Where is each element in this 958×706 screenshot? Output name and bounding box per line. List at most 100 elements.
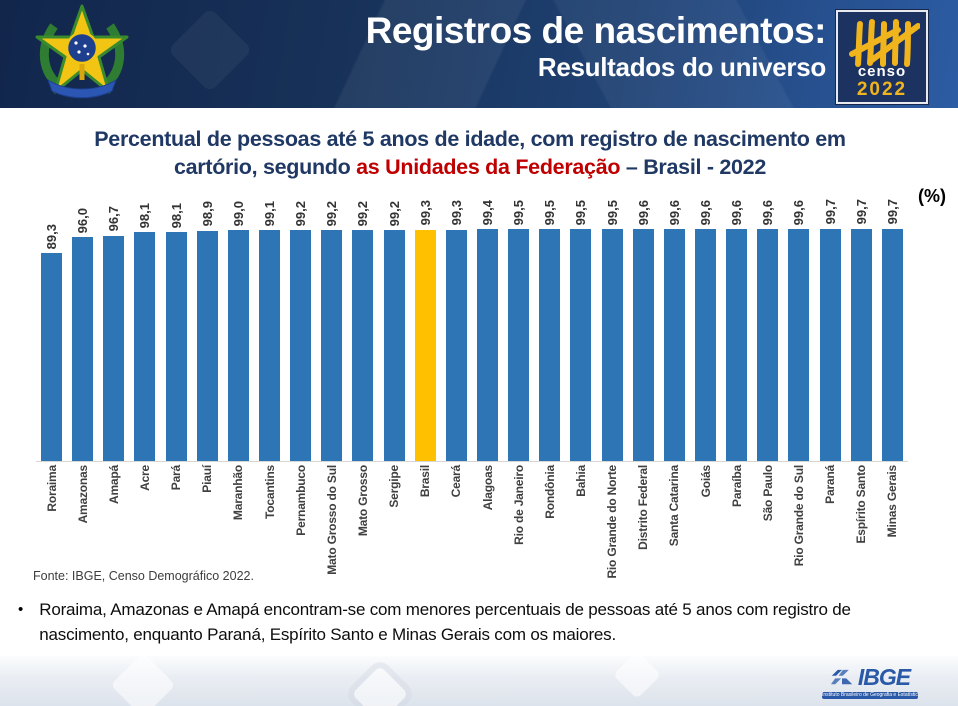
x-axis-label: Minas Gerais [885,465,900,538]
censo-logo-year: 2022 [856,79,908,100]
bar-value-label: 99,7 [822,199,838,225]
bar-column: 99,2 [347,196,378,461]
x-axis-label-cell: Piauí [192,465,223,571]
bar [663,228,685,461]
x-axis-label: Pernambuco [293,465,308,536]
bar-value-label: 99,6 [698,199,714,225]
bar-column: 99,7 [846,196,877,461]
bar-value-label: 99,7 [853,199,869,225]
x-axis-label-cell: Maranhão [223,465,254,571]
bar [290,229,312,461]
bar-column: 99,5 [597,196,628,461]
bar [850,228,872,461]
x-axis-label: Acre [137,465,152,491]
bar-column: 99,6 [690,196,721,461]
x-axis-label-cell: Paraná [815,465,846,571]
bar-column: 98,1 [161,196,192,461]
bar-value-label: 99,5 [573,199,589,226]
x-axis-label-cell: Tocantins [254,465,285,571]
bar-value-label: 99,3 [448,200,464,226]
unit-label: (%) [918,186,946,206]
brazil-coat-of-arms-icon [35,4,129,99]
page-subtitle: Resultados do universo [537,51,826,82]
bar-value-label: 99,2 [293,200,309,226]
x-axis-label: Sergipe [387,465,402,508]
ibge-logo: IBGE Instituto Brasileiro de Geografia e… [822,664,918,699]
bar [819,228,841,461]
bar [103,235,125,461]
header-banner: Registros de nascimentos: Resultados do … [0,0,958,108]
x-axis-label: Alagoas [480,465,495,511]
bar-value-label: 99,7 [884,199,900,225]
bar-column: 98,9 [192,196,223,461]
bar-column: 89,3 [36,196,67,461]
source-note: Fonte: IBGE, Censo Demográfico 2022. [33,569,254,583]
x-axis-label: São Paulo [760,465,775,522]
bar-value-label: 99,6 [729,199,745,225]
bar [196,230,218,461]
censo-logo-word: censo [857,63,907,81]
x-axis-label-cell: Amapá [98,465,129,571]
x-axis-label-cell: São Paulo [752,465,783,571]
bar-value-label: 99,5 [511,199,527,226]
x-axis-label-cell: Pará [161,465,192,571]
x-axis-label: Rio Grande do Norte [605,465,620,579]
bar-value-label: 96,7 [106,206,122,232]
x-axis-label: Amazonas [75,465,90,524]
bar-value-label: 99,1 [262,200,278,227]
bar [570,229,592,461]
chart-title-highlight: as Unidades da Federação [356,154,621,179]
bar-value-label: 99,0 [230,201,246,227]
bar-column: 99,1 [254,196,285,461]
x-axis-label-cell: Pernambuco [285,465,316,571]
x-axis-label-cell: Rio de Janeiro [503,465,534,571]
x-axis-label: Brasil [418,465,433,498]
x-axis-label: Paraná [823,465,838,504]
bar-value-label: 89,3 [44,223,60,249]
bar-column: 99,5 [503,196,534,461]
bar [788,228,810,461]
x-axis-label-cell: Bahia [565,465,596,571]
bar-column: 96,7 [98,196,129,461]
bar-column: 99,2 [379,196,410,461]
bullet-marker: • [18,601,24,618]
bar-value-label: 99,4 [480,200,496,226]
x-axis-label-cell: Acre [129,465,160,571]
bar-highlighted [414,229,436,461]
bar-column: 99,4 [472,196,503,461]
x-axis-label-cell: Rio Grande do Sul [783,465,814,571]
x-axis-label-cell: Distrito Federal [628,465,659,571]
x-axis-label: Mato Grosso do Sul [324,465,339,575]
bar [757,228,779,461]
x-axis-label: Amapá [106,465,121,505]
x-axis-label: Ceará [449,465,464,498]
x-axis-label-cell: Minas Gerais [877,465,908,571]
footer-band: IBGE Instituto Brasileiro de Geografia e… [0,656,958,706]
x-axis-label-cell: Goiás [690,465,721,571]
bar [259,230,281,461]
x-axis-label-cell: Ceará [441,465,472,571]
ibge-symbol-icon [830,669,853,685]
x-axis-label-cell: Alagoas [472,465,503,571]
bar-value-label: 99,5 [542,199,558,226]
bar [695,228,717,461]
chart-title: Percentual de pessoas até 5 anos de idad… [0,126,940,182]
x-axis-label-cell: Roraima [36,465,67,571]
bar [383,229,405,461]
x-axis-label: Tocantins [262,465,277,519]
bar-column: 99,3 [410,196,441,461]
bar-column: 99,3 [441,196,472,461]
bar-value-label: 98,1 [168,203,184,229]
bar-column: 98,1 [129,196,160,461]
bar [134,232,156,461]
footer-decor-shape [351,665,409,706]
bar-value-label: 99,6 [760,199,776,225]
bar-value-label: 99,6 [635,199,651,225]
x-axis-label: Rio de Janeiro [511,465,526,545]
chart-title-line1: Percentual de pessoas até 5 anos de idad… [94,127,846,151]
bar [881,228,903,461]
bar-value-label: 99,3 [417,200,433,226]
bar [477,229,499,461]
chart-title-line2: cartório, segundo as Unidades da Federaç… [173,154,766,179]
